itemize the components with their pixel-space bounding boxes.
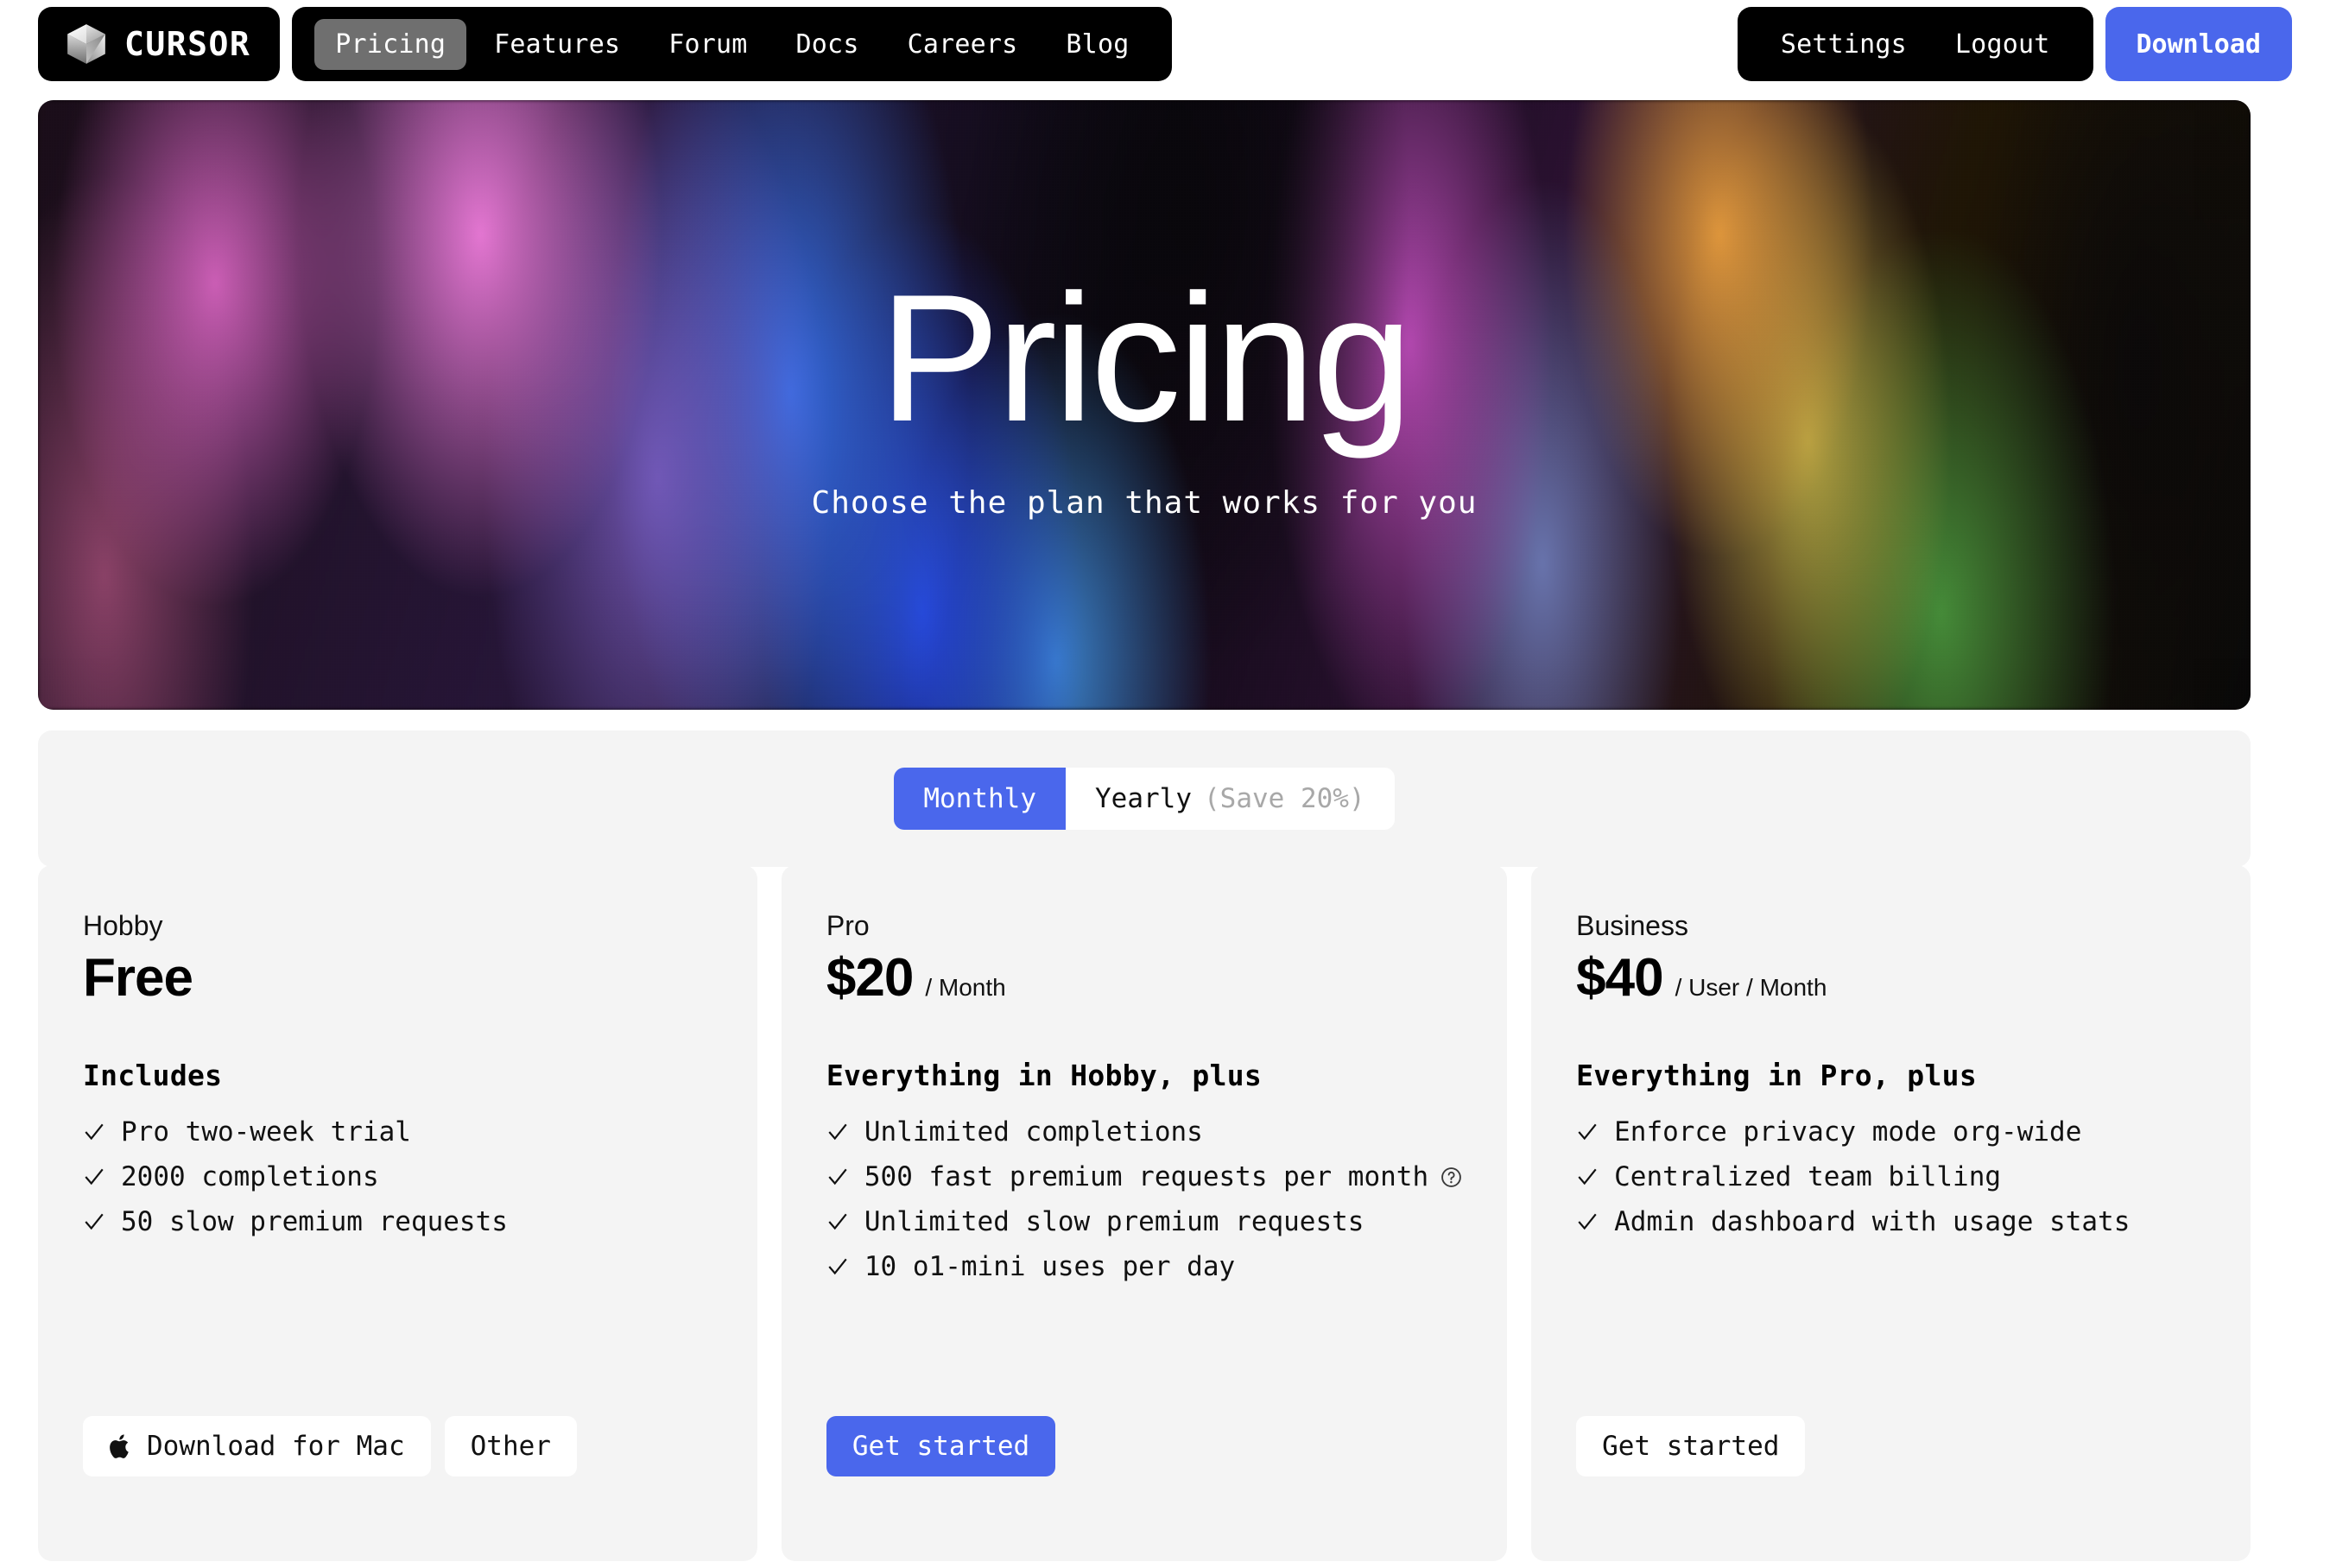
billing-period-toggle[interactable]: Monthly Yearly (Save 20%) [894,768,1395,830]
card-actions-hobby: Download for Mac Other [83,1416,712,1561]
features-list-hobby: Pro two-week trial 2000 completions 50 s… [83,1116,712,1237]
feature-text: Unlimited slow premium requests [864,1206,1364,1237]
check-icon [1578,1123,1597,1141]
cursor-cube-icon [67,24,105,64]
features-heading-pro: Everything in Hobby, plus [826,1059,1263,1092]
check-icon [1578,1213,1597,1230]
plan-price-pro: $20 [826,948,914,1008]
plan-price-row-pro: $20 / Month [826,947,1462,1008]
apple-icon [110,1434,129,1458]
other-platforms-label: Other [470,1431,551,1462]
feature-text: 500 fast premium requests per month [864,1161,1429,1192]
hero-noise-overlay [38,100,2251,710]
plan-name-pro: Pro [826,910,870,941]
top-navbar: CURSOR Pricing Features Forum Docs Caree… [38,7,2292,81]
feature-item: 500 fast premium requests per month [826,1161,1462,1192]
features-heading-business: Everything in Pro, plus [1576,1059,1977,1092]
billing-option-yearly[interactable]: Yearly (Save 20%) [1066,768,1395,830]
info-help-icon[interactable] [1440,1167,1462,1188]
card-spacer [826,1282,1462,1416]
page-title: Pricing [879,256,1413,459]
brand-logo-button[interactable]: CURSOR [38,7,281,81]
download-for-mac-button[interactable]: Download for Mac [83,1416,431,1476]
nav-link-features[interactable]: Features [494,28,621,60]
hero-content: Pricing Choose the plan that works for y… [38,100,2251,710]
other-platforms-button[interactable]: Other [444,1416,577,1476]
billing-option-monthly-label: Monthly [923,783,1037,814]
feature-item: Unlimited slow premium requests [826,1206,1462,1237]
pricing-card-hobby: Hobby Free Includes Pro two-week trial 2… [38,865,757,1561]
feature-text: 10 o1-mini uses per day [864,1251,1236,1282]
check-icon [828,1258,847,1275]
get-started-button-pro[interactable]: Get started [826,1416,1056,1476]
check-icon [828,1168,847,1185]
feature-item: Pro two-week trial [83,1116,712,1148]
hero-gradient-background [38,100,2251,710]
plan-price-row-business: $40 / User / Month [1576,947,2206,1008]
check-icon [85,1123,104,1141]
plan-price-row-hobby: Free [83,947,712,1008]
feature-text: 2000 completions [121,1161,379,1192]
pricing-card-pro: Pro $20 / Month Everything in Hobby, plu… [781,865,1508,1561]
billing-toggle-band: Monthly Yearly (Save 20%) [38,730,2251,867]
feature-item: 2000 completions [83,1161,712,1192]
plan-name-business: Business [1576,910,1688,941]
plan-name-hobby: Hobby [83,910,163,941]
feature-item: Enforce privacy mode org-wide [1576,1116,2206,1148]
get-started-label-business: Get started [1602,1431,1780,1462]
account-links-group: Settings Logout [1737,7,2093,81]
nav-link-docs[interactable]: Docs [795,28,859,60]
plan-price-business: $40 [1576,948,1663,1008]
billing-option-yearly-label: Yearly [1095,783,1192,814]
nav-link-careers[interactable]: Careers [907,28,1018,60]
feature-item: Admin dashboard with usage stats [1576,1206,2206,1237]
feature-item: 10 o1-mini uses per day [826,1251,1462,1282]
nav-link-blog[interactable]: Blog [1066,28,1130,60]
feature-text: Admin dashboard with usage stats [1614,1206,2131,1237]
feature-text: Pro two-week trial [121,1116,411,1148]
check-icon [828,1213,847,1230]
nav-link-forum[interactable]: Forum [668,28,748,60]
card-actions-business: Get started [1576,1416,2206,1561]
nav-link-logout[interactable]: Logout [1954,28,2050,60]
get-started-button-business[interactable]: Get started [1576,1416,1806,1476]
card-actions-pro: Get started [826,1416,1462,1561]
billing-option-yearly-savings: (Save 20%) [1204,783,1365,814]
card-spacer [83,1237,712,1416]
feature-text: Enforce privacy mode org-wide [1614,1116,2082,1148]
features-list-business: Enforce privacy mode org-wide Centralize… [1576,1116,2206,1237]
feature-item: 50 slow premium requests [83,1206,712,1237]
feature-text: Unlimited completions [864,1116,1203,1148]
feature-text: 50 slow premium requests [121,1206,508,1237]
feature-item: Centralized team billing [1576,1161,2206,1192]
plan-period-business: / User / Month [1675,974,1827,1001]
check-icon [85,1213,104,1230]
billing-option-monthly[interactable]: Monthly [894,768,1067,830]
check-icon [1578,1168,1597,1185]
check-icon [85,1168,104,1185]
get-started-label-pro: Get started [852,1431,1030,1462]
features-list-pro: Unlimited completions 500 fast premium r… [826,1116,1462,1282]
pricing-cards: Hobby Free Includes Pro two-week trial 2… [38,865,2251,1561]
pricing-card-business: Business $40 / User / Month Everything i… [1531,865,2251,1561]
brand-name: CURSOR [124,25,251,63]
feature-item: Unlimited completions [826,1116,1462,1148]
nav-link-settings[interactable]: Settings [1780,28,1907,60]
feature-text: Centralized team billing [1614,1161,2002,1192]
download-for-mac-label: Download for Mac [147,1431,405,1462]
plan-price-hobby: Free [83,948,193,1008]
hero-banner: Pricing Choose the plan that works for y… [38,100,2251,710]
features-heading-hobby: Includes [83,1059,223,1092]
check-icon [828,1123,847,1141]
card-spacer [1576,1237,2206,1416]
plan-period-pro: / Month [925,974,1006,1001]
download-button[interactable]: Download [2105,7,2292,81]
nav-link-pricing[interactable]: Pricing [314,18,467,70]
page-subtitle: Choose the plan that works for you [811,484,1478,521]
nav-links-group: Pricing Features Forum Docs Careers Blog [292,7,1173,81]
